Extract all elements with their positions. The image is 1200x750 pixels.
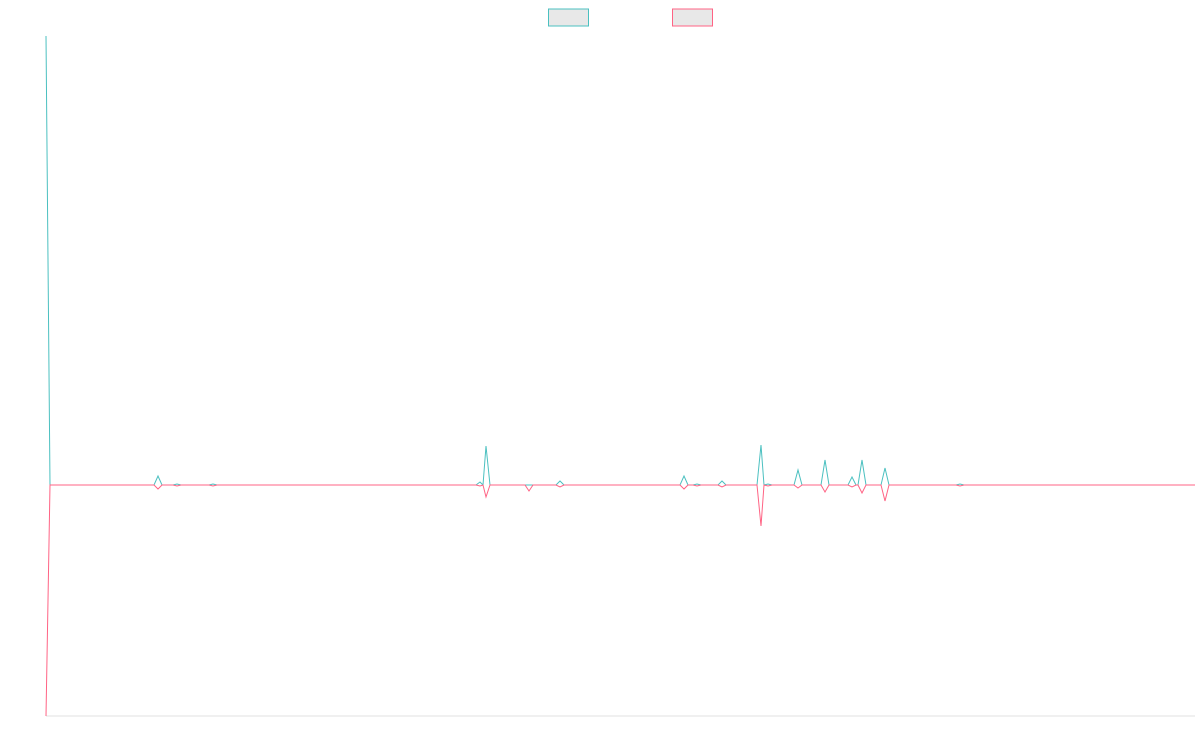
series-line [45, 35, 1195, 487]
series-line [45, 484, 1195, 717]
legend-swatch [548, 8, 589, 27]
legend-swatch [672, 8, 713, 27]
